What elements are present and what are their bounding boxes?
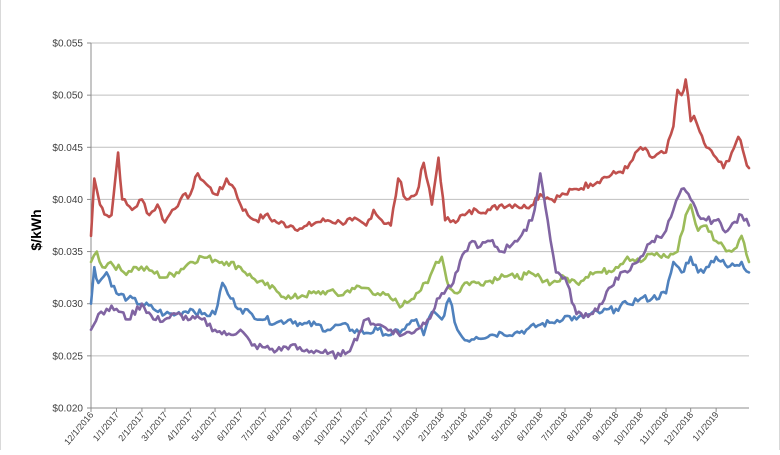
y-tick-label: $0.030 bbox=[52, 299, 83, 310]
series-lines bbox=[89, 78, 751, 360]
y-tick-label: $0.055 bbox=[52, 39, 83, 50]
gridlines bbox=[91, 42, 749, 357]
purple-series-line bbox=[89, 172, 751, 360]
y-tick-labels: $0.020 $0.025 $0.030 $0.035 $0.040 $0.045 $0.0… bbox=[52, 39, 83, 415]
y-tick-label: $0.045 bbox=[52, 143, 83, 154]
y-tick-label: $0.020 bbox=[52, 404, 83, 415]
blue-series-line bbox=[89, 255, 751, 343]
x-tick-label: 1/1/2019 bbox=[690, 410, 720, 443]
x-tick-label: 12/1/2016 bbox=[62, 410, 95, 447]
green-series-line bbox=[89, 203, 751, 309]
red-series-line bbox=[89, 78, 751, 238]
axes bbox=[87, 42, 749, 412]
y-axis-label: $/kWh bbox=[28, 209, 44, 250]
y-tick-label: $0.050 bbox=[52, 91, 83, 102]
y-tick-label: $0.025 bbox=[52, 351, 83, 362]
x-tick-labels: 12/1/20161/1/20172/1/20173/1/20174/1/201… bbox=[62, 410, 721, 447]
y-tick-label: $0.035 bbox=[52, 247, 83, 258]
y-tick-label: $0.040 bbox=[52, 195, 83, 206]
